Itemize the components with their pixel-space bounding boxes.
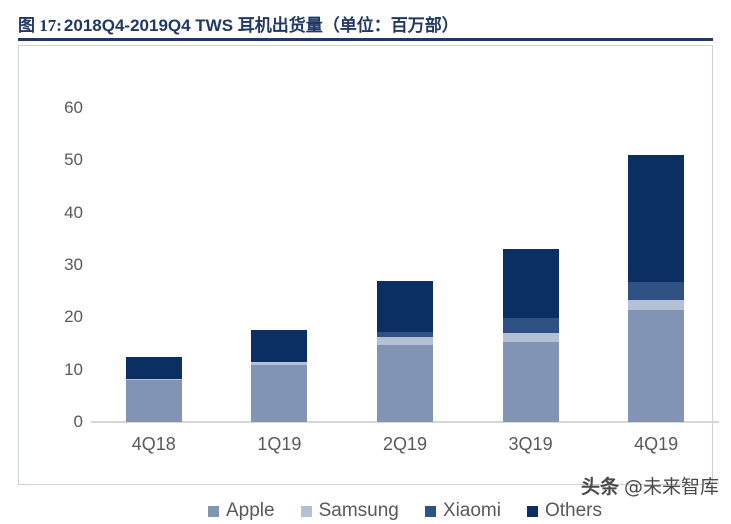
chart-legend: Apple Samsung Xiaomi Others	[91, 498, 719, 524]
watermark-handle: @未来智库	[623, 476, 719, 498]
legend-item-apple[interactable]: Apple	[208, 500, 275, 522]
legend-item-others[interactable]: Others	[526, 500, 602, 522]
bar-segment-samsung[interactable]	[376, 337, 433, 346]
bar-group-3q19	[468, 108, 594, 422]
x-axis-tick-label: 4Q19	[634, 434, 679, 454]
bar-segment-samsung[interactable]	[251, 361, 308, 366]
legend-swatch-icon	[526, 505, 538, 517]
x-axis: 4Q18 1Q19 2Q19 3Q19 4Q19	[91, 434, 719, 464]
legend-label: Others	[544, 500, 602, 521]
bar-segment-others[interactable]	[628, 155, 685, 282]
y-axis-tick-label: 40	[64, 202, 83, 222]
bar-segment-apple[interactable]	[251, 365, 308, 422]
bar-segment-apple[interactable]	[125, 380, 182, 422]
figure-title-text: 2018Q4-2019Q4 TWS 耳机出货量（单位：百万部）	[63, 15, 459, 35]
watermark: 头条 @未来智库	[581, 472, 719, 499]
bar-series-layer	[91, 108, 719, 422]
y-axis-tick-label: 0	[73, 412, 83, 431]
bar-group-4q18	[91, 108, 217, 422]
chart-container: 0 10 20 30 40 50 60 4Q18 1Q19 2Q19 3Q19 4Q19 Apple…	[18, 45, 719, 521]
y-axis-tick-label: 20	[64, 307, 83, 327]
bar-segment-others[interactable]	[251, 330, 308, 362]
stacked-bar[interactable]	[376, 280, 433, 422]
y-axis-tick-label: 30	[64, 255, 83, 274]
x-axis-baseline	[91, 421, 719, 423]
legend-item-samsung[interactable]: Samsung	[300, 500, 399, 522]
bar-segment-xiaomi[interactable]	[376, 332, 433, 338]
stacked-bar[interactable]	[628, 155, 685, 422]
y-axis-tick-label: 60	[64, 98, 83, 117]
stacked-bar[interactable]	[125, 356, 182, 422]
bar-segment-apple[interactable]	[376, 345, 433, 422]
watermark-brand: 头条	[580, 476, 619, 498]
page-title: 图 17: 2018Q4-2019Q4 TWS 耳机出货量（单位：百万部）	[18, 8, 713, 38]
legend-swatch-icon	[424, 505, 436, 517]
bar-group-2q19	[342, 108, 468, 422]
x-axis-tick-label: 3Q19	[508, 434, 553, 454]
legend-swatch-icon	[300, 505, 312, 517]
legend-label: Apple	[226, 500, 275, 521]
legend-item-xiaomi[interactable]: Xiaomi	[424, 500, 501, 522]
bar-group-1q19	[217, 108, 343, 422]
y-axis-tick-label: 10	[64, 359, 83, 379]
legend-swatch-icon	[208, 505, 219, 517]
title-divider	[18, 38, 713, 41]
stacked-bar[interactable]	[251, 330, 308, 422]
legend-label: Xiaomi	[442, 500, 501, 521]
bar-segment-samsung[interactable]	[502, 332, 559, 342]
bar-segment-apple[interactable]	[502, 341, 559, 422]
x-axis-tick-label: 2Q19	[382, 434, 427, 454]
x-axis-tick-label: 1Q19	[257, 434, 302, 454]
bar-segment-samsung[interactable]	[628, 299, 685, 311]
figure-number: 图 17:	[18, 15, 62, 35]
bar-segment-xiaomi[interactable]	[502, 318, 559, 333]
legend-label: Samsung	[318, 500, 399, 521]
x-axis-tick-label: 4Q18	[131, 434, 176, 454]
bar-segment-apple[interactable]	[628, 310, 685, 422]
bar-segment-others[interactable]	[376, 280, 433, 333]
bar-group-4q19	[593, 108, 719, 422]
bar-segment-xiaomi[interactable]	[628, 281, 685, 300]
bar-segment-others[interactable]	[502, 249, 559, 319]
y-axis: 0 10 20 30 40 50 60	[37, 46, 83, 486]
bar-segment-others[interactable]	[125, 356, 182, 379]
y-axis-tick-label: 50	[64, 150, 83, 170]
stacked-bar[interactable]	[502, 249, 559, 422]
bar-segment-samsung[interactable]	[125, 378, 182, 381]
